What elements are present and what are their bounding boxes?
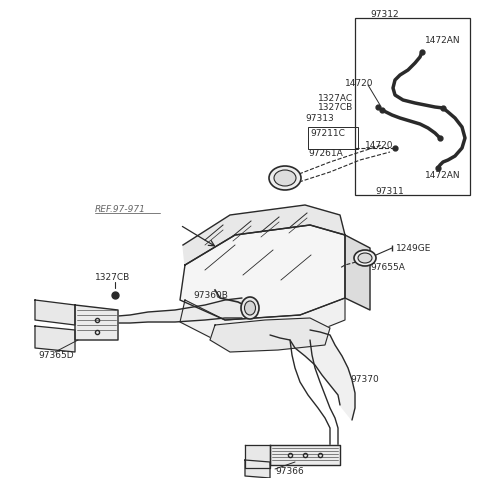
- Ellipse shape: [354, 250, 376, 266]
- Text: 14720: 14720: [365, 141, 394, 150]
- Text: 97370: 97370: [350, 376, 379, 384]
- Polygon shape: [245, 460, 270, 478]
- Text: 1472AN: 1472AN: [425, 171, 461, 180]
- Polygon shape: [180, 298, 345, 345]
- Bar: [308, 127, 358, 149]
- Ellipse shape: [241, 297, 259, 319]
- Polygon shape: [118, 298, 242, 323]
- Text: 1327CB: 1327CB: [318, 102, 353, 111]
- Polygon shape: [183, 205, 345, 265]
- Bar: [355, 18, 470, 195]
- Ellipse shape: [274, 170, 296, 186]
- Polygon shape: [270, 330, 355, 420]
- Text: 97311: 97311: [376, 187, 404, 196]
- Text: 1472AN: 1472AN: [425, 35, 461, 44]
- Polygon shape: [210, 318, 330, 352]
- Text: 97261A: 97261A: [308, 149, 343, 157]
- Text: 97366: 97366: [275, 467, 304, 477]
- Polygon shape: [345, 235, 370, 310]
- Text: 97211C: 97211C: [310, 129, 345, 138]
- Polygon shape: [245, 445, 270, 468]
- Polygon shape: [180, 225, 345, 320]
- Text: 97312: 97312: [371, 10, 399, 19]
- Text: 1327AC: 1327AC: [318, 94, 353, 102]
- Text: 1327CB: 1327CB: [95, 273, 130, 282]
- Text: 14720: 14720: [345, 78, 373, 87]
- Text: 97655A: 97655A: [370, 263, 405, 272]
- Ellipse shape: [244, 301, 255, 315]
- Polygon shape: [75, 305, 118, 340]
- Text: REF.97-971: REF.97-971: [95, 206, 146, 215]
- Text: 97365D: 97365D: [38, 350, 73, 359]
- Text: 97360B: 97360B: [193, 291, 228, 300]
- Polygon shape: [35, 300, 75, 325]
- Text: 1249GE: 1249GE: [396, 243, 432, 252]
- Polygon shape: [270, 445, 340, 465]
- Polygon shape: [35, 326, 75, 352]
- Text: 97313: 97313: [305, 113, 334, 122]
- Ellipse shape: [358, 253, 372, 263]
- Ellipse shape: [269, 166, 301, 190]
